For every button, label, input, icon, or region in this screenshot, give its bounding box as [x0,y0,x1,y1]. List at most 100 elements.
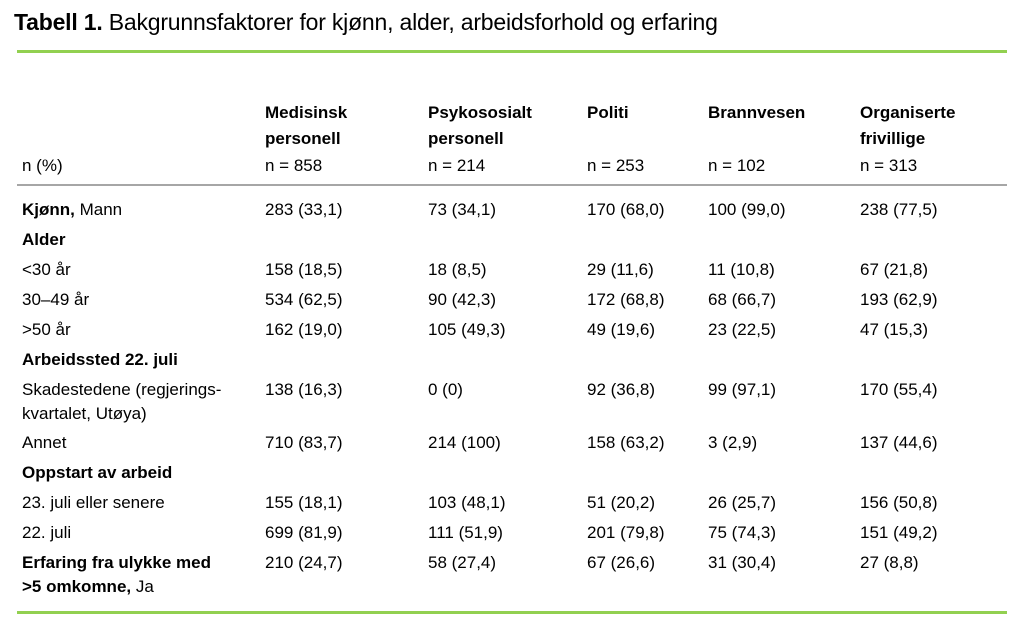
table-header: n (%) Medisinsk personell n = 858 Psykos… [22,96,1010,184]
cell-value: 283 (33,1) [265,200,343,219]
column-title: Medisinsk personell [265,103,348,148]
header-divider [17,184,1007,186]
column-header-cell: Psykososialt personell n = 214 [428,96,587,184]
cell-value: 51 (20,2) [587,493,656,512]
row-label-text: 30–49 år [22,290,90,309]
cell-value: 699 (81,9) [265,523,343,542]
table-row: Oppstart av arbeid [22,458,1010,488]
cell-value [265,228,428,255]
table-row: Arbeidssted 22. juli [22,345,1010,375]
cell-value: 193 (62,9) [860,290,938,309]
cell-value: 73 (34,1) [428,200,497,219]
cell-value: 29 (11,6) [587,260,654,279]
column-header-cell: Organiserte frivillige n = 313 [860,96,1010,184]
row-label: Skadestedene (regjerings- kvartalet, Utø… [22,378,265,428]
cell-value: 172 (68,8) [587,290,665,309]
table-row: Skadestedene (regjerings- kvartalet, Utø… [22,375,1010,428]
row-label: Erfaring fra ulykke med >5 omkomne, Ja [22,551,265,601]
column-n-count: n = 253 [587,156,645,175]
cell-value: 92 (36,8) [587,380,656,399]
table-title: Tabell 1. Bakgrunnsfaktorer for kjønn, a… [14,8,718,36]
n-percent-label: n (%) [22,156,63,175]
cell-value: 155 (18,1) [265,493,343,512]
cell-value: 162 (19,0) [265,320,343,339]
cell-value: 534 (62,5) [265,290,343,309]
cell-value [428,228,587,255]
row-label-text: 22. juli [22,523,72,542]
column-header-cell: Medisinsk personell n = 858 [265,96,428,184]
cell-value: 103 (48,1) [428,493,506,512]
cell-value: 111 (51,9) [428,523,503,542]
cell-value [428,461,587,488]
cell-value: 47 (15,3) [860,320,929,339]
column-header-cell: Politi n = 253 [587,96,708,184]
cell-value: 49 (19,6) [587,320,656,339]
row-label-text: <30 år [22,260,71,279]
cell-value [587,348,708,375]
cell-value [860,228,1010,255]
cell-value: 156 (50,8) [860,493,938,512]
cell-value: 3 (2,9) [708,433,758,452]
row-label: 30–49 år [22,288,265,315]
row-label: >50 år [22,318,265,345]
table-number-label: Tabell 1. [14,9,103,35]
cell-value: 238 (77,5) [860,200,938,219]
table-row: Erfaring fra ulykke med >5 omkomne, Ja 2… [22,548,1010,601]
column-n-count: n = 313 [860,156,918,175]
table-row: >50 år 162 (19,0) 105 (49,3) 49 (19,6) 2… [22,315,1010,345]
bottom-rule [17,611,1007,614]
table-row: Kjønn, Mann 283 (33,1) 73 (34,1) 170 (68… [22,195,1010,225]
row-label-bold: Kjønn, [22,200,75,219]
row-label: <30 år [22,258,265,285]
cell-value: 67 (26,6) [587,553,656,572]
row-label: 23. juli eller senere [22,491,265,518]
cell-value: 58 (27,4) [428,553,497,572]
row-label-text: Mann [74,200,123,219]
cell-value [708,228,860,255]
cell-value [587,461,708,488]
cell-value: 100 (99,0) [708,200,786,219]
cell-value: 170 (68,0) [587,200,665,219]
cell-value: 68 (66,7) [708,290,777,309]
data-table: n (%) Medisinsk personell n = 858 Psykos… [22,96,1010,601]
cell-value: 75 (74,3) [708,523,777,542]
cell-value [265,348,428,375]
cell-value [265,461,428,488]
cell-value: 137 (44,6) [860,433,938,452]
cell-value: 23 (22,5) [708,320,777,339]
row-label: Alder [22,228,265,255]
top-rule [17,50,1007,53]
row-label: 22. juli [22,521,265,548]
column-title: Brannvesen [708,103,806,122]
cell-value [860,461,1010,488]
cell-value: 26 (25,7) [708,493,777,512]
row-label-bold: Erfaring fra ulykke med >5 omkomne, [22,553,211,596]
row-label-text: Ja [131,577,154,596]
table-row: 30–49 år 534 (62,5) 90 (42,3) 172 (68,8)… [22,285,1010,315]
column-n-count: n = 214 [428,156,486,175]
cell-value [708,461,860,488]
row-label-bold: Arbeidssted 22. juli [22,350,178,369]
cell-value: 201 (79,8) [587,523,665,542]
column-title: Politi [587,103,629,122]
cell-value: 0 (0) [428,380,463,399]
row-label-bold: Oppstart av arbeid [22,463,173,482]
cell-value: 158 (18,5) [265,260,343,279]
column-n-count: n = 102 [708,156,766,175]
table-body: Kjønn, Mann 283 (33,1) 73 (34,1) 170 (68… [22,195,1010,601]
cell-value [428,348,587,375]
column-header-cell: Brannvesen n = 102 [708,96,860,184]
cell-value: 138 (16,3) [265,380,343,399]
table-row: 23. juli eller senere 155 (18,1) 103 (48… [22,488,1010,518]
cell-value: 67 (21,8) [860,260,929,279]
cell-value: 210 (24,7) [265,553,343,572]
cell-value: 90 (42,3) [428,290,497,309]
table-row: Annet 710 (83,7) 214 (100) 158 (63,2) 3 … [22,428,1010,458]
cell-value: 214 (100) [428,433,501,452]
cell-value [708,348,860,375]
cell-value: 105 (49,3) [428,320,506,339]
row-label: Kjønn, Mann [22,198,265,225]
row-label: Oppstart av arbeid [22,461,265,488]
cell-value: 11 (10,8) [708,260,775,279]
